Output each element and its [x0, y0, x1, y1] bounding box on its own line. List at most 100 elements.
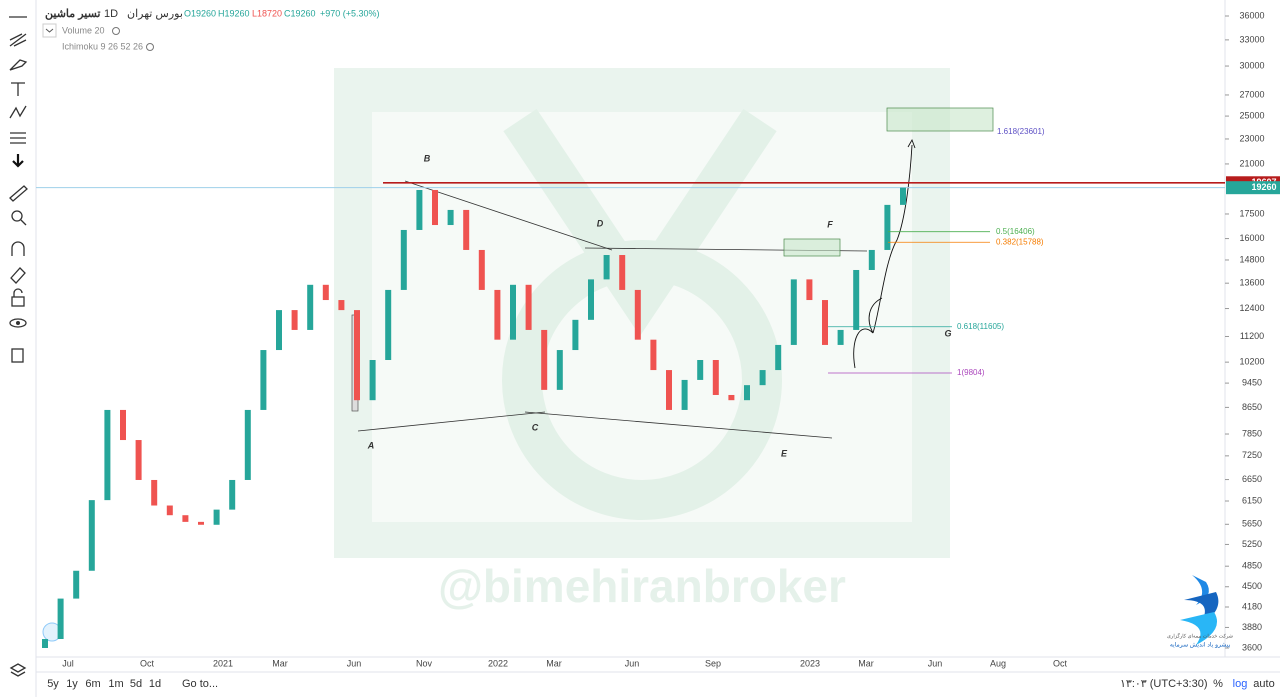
y-tick-label: 17500 [1239, 208, 1264, 218]
wave-label: E [781, 448, 788, 458]
candle-body [556, 350, 563, 390]
candle-body [244, 409, 251, 480]
price-level-label: 19260 [1251, 182, 1276, 192]
toolbar-icons[interactable] [9, 16, 28, 677]
x-tick-label: 2022 [488, 658, 508, 668]
candle-body [198, 521, 204, 525]
candle-body [213, 509, 220, 525]
range-button[interactable]: 5y [47, 678, 59, 690]
fib-label: 1.618(23601) [997, 127, 1045, 136]
exchange: بورس تهران [127, 8, 183, 20]
candle-body [494, 289, 501, 340]
candle-body [868, 249, 875, 270]
range-button[interactable]: 1y [66, 678, 78, 690]
ohlc-value: C19260 [284, 8, 316, 18]
goto-button[interactable]: Go to... [182, 678, 218, 690]
indicator: Volume 20 [62, 25, 105, 35]
x-tick-label: Sep [705, 658, 721, 668]
visibility-icon[interactable] [146, 43, 154, 51]
visibility-icon[interactable] [112, 27, 120, 35]
x-tick-label: Mar [858, 658, 874, 668]
x-tick-label: Mar [272, 658, 288, 668]
ohlc-value: O19260 [184, 8, 216, 18]
x-tick-label: Oct [140, 658, 155, 668]
y-tick-label: 5250 [1242, 539, 1262, 549]
y-tick-label: 7850 [1242, 428, 1262, 438]
candle-body [588, 279, 594, 320]
candle-body [120, 409, 126, 441]
candle-body [603, 255, 610, 280]
candle-body [354, 310, 360, 401]
candle-body [775, 344, 782, 371]
fib-label: 1(9804) [957, 368, 985, 377]
collapse-button[interactable] [42, 23, 57, 38]
y-tick-label: 3880 [1242, 622, 1262, 632]
x-tick-label: Aug [990, 658, 1006, 668]
candle-body [42, 639, 48, 648]
range-button[interactable]: 1d [149, 678, 161, 690]
candle-body [744, 385, 750, 401]
candle-body [432, 189, 438, 226]
candle-body [291, 310, 298, 330]
x-tick-label: Jul [62, 658, 74, 668]
range-button[interactable]: 6m [85, 678, 100, 690]
candle-body [229, 479, 236, 510]
fib-label: 0.5(16406) [996, 227, 1035, 236]
indicator: Ichimoku 9 26 52 26 [62, 41, 143, 51]
candle-body [525, 284, 532, 330]
y-tick-label: 23000 [1239, 133, 1264, 143]
candle-body [73, 570, 80, 599]
candle-body [572, 319, 579, 351]
x-tick-label: Mar [546, 658, 562, 668]
y-tick-label: 7250 [1242, 450, 1262, 460]
y-tick-label: 11200 [1240, 331, 1264, 341]
candles [42, 187, 906, 648]
candle-body [478, 249, 485, 290]
x-tick-label: 2023 [800, 658, 820, 668]
y-tick-label: 25000 [1239, 110, 1264, 120]
y-tick-label: 13600 [1239, 278, 1264, 288]
wave-label: D [597, 218, 604, 228]
candle-body [853, 269, 860, 330]
symbol: تسیر ماشین [45, 8, 100, 20]
y-tick-label: 6150 [1242, 495, 1262, 505]
candle-body [697, 360, 704, 380]
candle-body [135, 440, 142, 480]
chevron [45, 28, 54, 33]
candle-body [634, 289, 641, 340]
log-toggle[interactable]: log [1233, 678, 1248, 690]
candle-body [276, 310, 282, 351]
y-tick-label: 3600 [1242, 642, 1262, 652]
candle-body [759, 370, 766, 386]
candle-body [322, 284, 329, 301]
candle-body [806, 279, 813, 301]
x-tick-label: Jun [928, 658, 943, 668]
price-level-tag [1226, 181, 1280, 195]
timezone[interactable]: ۱۳:۰۳ (UTC+3:30) [1120, 678, 1208, 690]
wave-label: C [532, 422, 539, 432]
y-tick-label: 10200 [1239, 357, 1264, 367]
candle-body [541, 329, 548, 390]
broker-logo: شرکت خدمات بیمه‌ای کارگزاری پیشرو یاد ان… [1167, 575, 1233, 649]
y-tick-label: 12400 [1239, 303, 1264, 313]
auto-toggle[interactable]: auto [1253, 678, 1274, 690]
logo-text: شرکت خدمات بیمه‌ای کارگزاری [1167, 632, 1233, 639]
y-tick-label: 27000 [1239, 89, 1264, 99]
candle-body [57, 598, 64, 640]
range-button[interactable]: 1m [108, 678, 123, 690]
x-tick-label: Oct [1053, 658, 1068, 668]
wave-label: A [367, 440, 375, 450]
ohlc-value: +970 (+5.30%) [320, 8, 380, 18]
candle-body [369, 360, 376, 401]
candle-body [166, 505, 173, 516]
percent-toggle[interactable]: % [1213, 678, 1223, 690]
candle-body [619, 255, 626, 290]
watermark-text: @bimehiranbroker [438, 560, 846, 612]
candle-body [182, 515, 189, 522]
logo-text: پیشرو یاد اندیش سرمایه [1170, 642, 1231, 649]
candle-body [884, 204, 891, 250]
candle-body [463, 209, 470, 250]
candle-body [88, 500, 95, 571]
range-button[interactable]: 5d [130, 678, 142, 690]
